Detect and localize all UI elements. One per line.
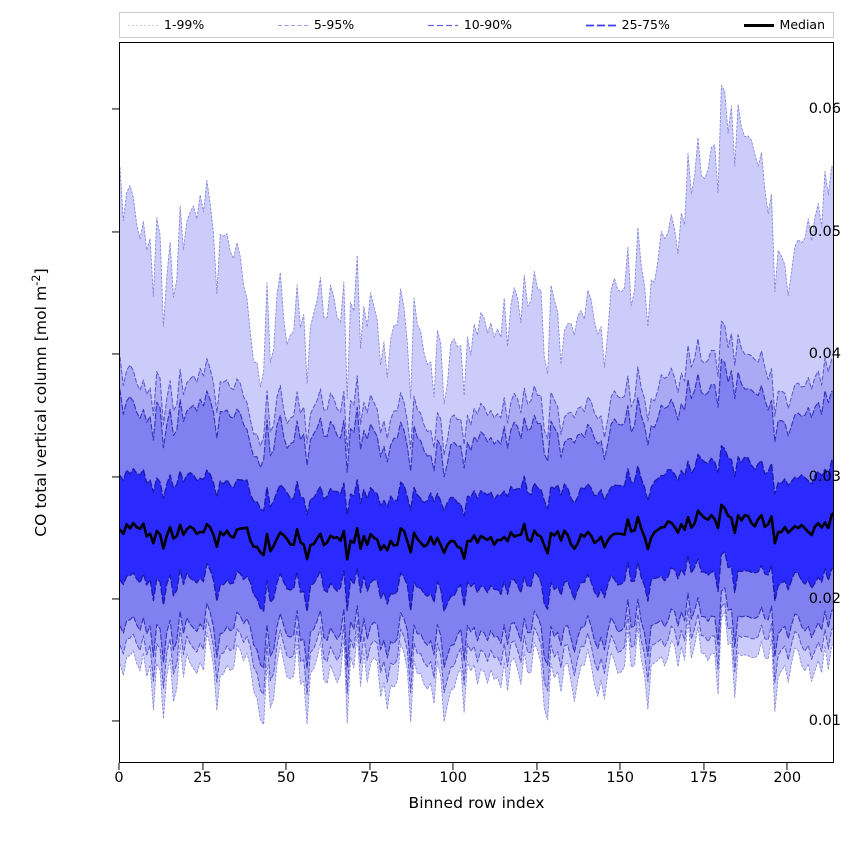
legend-band-10-90[interactable]: 10-90% <box>427 16 513 32</box>
x-axis-label: Binned row index <box>408 794 545 812</box>
y-tick-label: 0.04 <box>808 346 841 363</box>
y-tick-label: 0.01 <box>808 713 841 730</box>
x-tick-label: 175 <box>689 770 718 786</box>
y-tick-mark <box>112 598 119 600</box>
legend-median-label: Median <box>779 16 825 32</box>
x-tick-label: 75 <box>360 770 379 786</box>
band-1-99-lower-edge <box>120 612 833 726</box>
y-axis-label-suffix: ] <box>32 268 51 275</box>
legend-band-10-90-swatch-icon <box>427 20 458 31</box>
band-10-90-upper-edge <box>120 358 833 478</box>
x-tick-mark <box>369 763 371 770</box>
y-tick-label: 0.02 <box>808 590 841 607</box>
legend-band-1-99-swatch-icon <box>128 20 158 31</box>
y-tick-mark <box>112 720 119 722</box>
median-line <box>120 503 833 561</box>
x-tick-label: 125 <box>522 770 551 786</box>
x-tick-label: 50 <box>276 770 296 786</box>
x-tick-mark <box>118 763 120 770</box>
x-tick-label: 25 <box>193 770 212 786</box>
y-tick-mark <box>112 231 119 233</box>
x-tick-label: 200 <box>773 770 802 786</box>
legend-band-10-90-label: 10-90% <box>463 16 513 32</box>
legend-median-swatch-icon <box>743 20 774 31</box>
legend: 1-99% 5-95% 10-90% 25-75% Median <box>119 12 834 38</box>
y-tick-mark <box>112 108 119 110</box>
legend-band-5-95-swatch-icon <box>277 20 308 31</box>
band-5-95-upper-edge <box>120 320 833 456</box>
x-tick-mark <box>201 763 204 770</box>
x-tick-mark <box>703 763 705 770</box>
x-tick-mark <box>285 763 287 770</box>
x-tick-label: 100 <box>439 770 467 786</box>
plot-area <box>119 42 834 763</box>
legend-median[interactable]: Median <box>743 16 825 32</box>
legend-band-1-99[interactable]: 1-99% <box>128 16 205 32</box>
y-axis-label-text: CO total vertical column [mol m-2] <box>30 268 50 537</box>
legend-band-25-75[interactable]: 25-75% <box>585 16 670 32</box>
band-25-75-lower-edge <box>120 551 833 613</box>
x-tick-mark <box>536 763 538 770</box>
y-tick-label: 0.05 <box>808 223 841 240</box>
band-1-99-upper-edge <box>120 85 833 405</box>
y-tick-mark <box>112 353 119 355</box>
band-5-95-lower-edge <box>120 602 833 695</box>
y-tick-label: 0.03 <box>808 468 841 485</box>
band-10-90-lower-edge <box>120 587 833 670</box>
y-axis-label-exponent: -2 <box>29 274 43 286</box>
x-tick-mark <box>452 763 454 770</box>
x-tick-label: 150 <box>606 770 634 786</box>
legend-band-25-75-label: 25-75% <box>621 16 670 32</box>
legend-band-5-95-label: 5-95% <box>313 16 355 32</box>
percentile-fan-chart <box>120 85 833 726</box>
legend-band-5-95[interactable]: 5-95% <box>277 16 355 32</box>
y-tick-label: 0.06 <box>808 101 841 118</box>
x-tick-mark <box>786 763 788 770</box>
x-tick-mark <box>619 763 621 770</box>
band-25-75-upper-edge <box>120 445 833 517</box>
x-tick-label: 0 <box>114 770 124 786</box>
y-axis-label-prefix: CO total vertical column [mol m <box>32 285 51 537</box>
y-axis-label: CO total vertical column [mol m-2] <box>26 42 54 763</box>
legend-band-1-99-label: 1-99% <box>164 16 205 32</box>
y-tick-mark <box>112 476 119 478</box>
legend-band-25-75-swatch-icon <box>585 20 616 31</box>
